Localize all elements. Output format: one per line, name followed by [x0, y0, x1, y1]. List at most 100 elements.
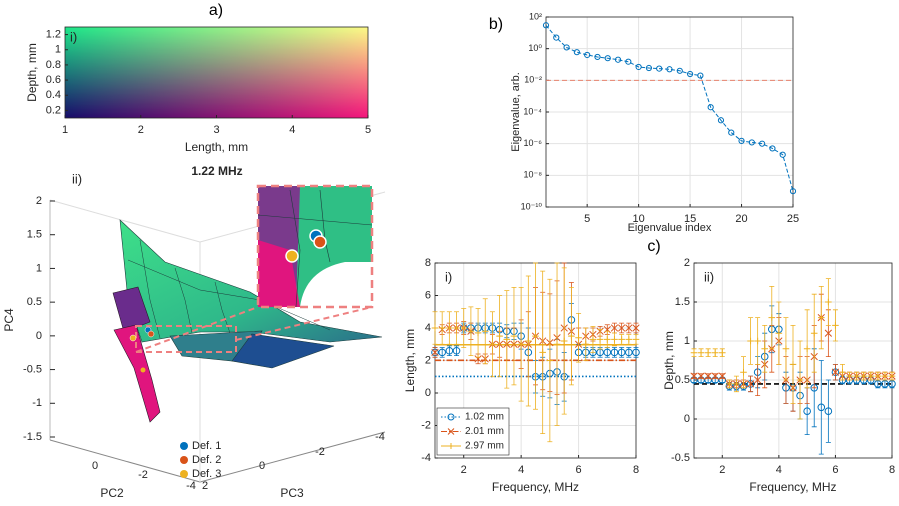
x-tick-label: 6: [576, 464, 582, 476]
eigen-marker: [686, 70, 694, 78]
marker: [596, 336, 604, 343]
axes-frame: [64, 26, 369, 119]
z-axis-label: PC4: [2, 308, 16, 332]
marker: [803, 407, 811, 416]
legend-label: Def. 1: [192, 440, 221, 452]
x-tick-label: 4: [289, 124, 295, 136]
y-axis-label: Depth, mm: [662, 331, 676, 390]
marker: [438, 324, 446, 332]
x-tick-label: 2: [461, 464, 467, 476]
marker: [452, 346, 461, 355]
eigen-marker: [656, 65, 663, 72]
x-tick-label: 6: [832, 464, 838, 476]
marker: [589, 336, 597, 343]
marker: [867, 372, 875, 380]
marker: [824, 407, 833, 416]
marker: [810, 329, 818, 337]
panel-label: ii): [704, 269, 714, 284]
x-tick-label: 20: [735, 213, 747, 225]
eigen-marker: [635, 63, 642, 71]
marker: [539, 349, 546, 356]
marker: [746, 380, 755, 388]
legend-marker: [180, 456, 188, 464]
eigen-marker: [625, 58, 632, 65]
eigen-marker: [594, 53, 601, 61]
eigen-marker: [717, 117, 725, 124]
marker: [618, 336, 625, 343]
x-tick-label: 2: [719, 464, 725, 476]
defect-point: [140, 367, 146, 373]
marker: [817, 314, 825, 321]
marker: [846, 372, 853, 380]
x-tick-label: 5: [365, 124, 371, 136]
marker: [610, 324, 619, 332]
error-bar: [818, 360, 824, 455]
marker: [726, 380, 733, 388]
y-tick-label: 10⁻¹⁰: [521, 201, 543, 211]
axes-frame: [545, 16, 794, 208]
x-tick-label: 15: [684, 213, 696, 225]
panel-title: b): [489, 16, 503, 33]
legend-label: 2.01 mm: [465, 426, 504, 437]
x-tick-label: 8: [889, 464, 895, 476]
y-tick-label: 1: [684, 335, 690, 347]
marker: [474, 355, 482, 363]
marker: [690, 372, 698, 380]
marker: [860, 372, 868, 380]
y-tick-label: -4: [375, 431, 385, 443]
y-tick-label: 10⁻⁴: [523, 106, 542, 116]
marker: [718, 349, 726, 356]
marker: [610, 348, 619, 357]
x-axis-label: Length, mm: [185, 140, 248, 154]
eigen-marker: [789, 188, 797, 195]
y-tick-label: 2: [684, 257, 690, 269]
z-tick-label: -0.5: [23, 363, 42, 375]
y-tick-label: -2: [315, 446, 325, 458]
y-tick-label: -2: [421, 419, 431, 431]
y-tick-label: 10⁻⁸: [523, 170, 542, 180]
marker: [711, 372, 719, 380]
z-tick-label: -1: [32, 397, 42, 409]
y-tick-label: 0.8: [46, 59, 61, 71]
marker: [761, 345, 769, 353]
marker: [582, 340, 590, 348]
marker: [768, 314, 776, 321]
marker: [546, 357, 554, 364]
marker: [796, 376, 804, 384]
x-tick-label: 10: [633, 213, 645, 225]
y-axis-label: Depth, mm: [25, 43, 39, 102]
marker: [825, 298, 832, 306]
y-tick-label: 10⁻²: [524, 75, 542, 85]
y-tick-label: 1: [55, 44, 61, 56]
eigen-marker: [604, 55, 611, 62]
marker: [617, 348, 626, 357]
eigen-marker: [584, 51, 591, 59]
x-tick-label: 25: [787, 213, 799, 225]
y-tick-label: -4: [421, 452, 431, 464]
marker: [632, 348, 640, 357]
marker: [603, 336, 611, 343]
x-tick-label: 8: [633, 464, 639, 476]
legend-label: Def. 2: [192, 454, 221, 466]
marker: [496, 332, 503, 340]
legend-marker: [180, 442, 188, 450]
eigen-marker: [728, 129, 735, 136]
marker: [510, 332, 518, 340]
eigen-marker: [759, 140, 766, 147]
marker: [431, 348, 439, 357]
legend-marker: [180, 470, 188, 478]
defect-point: [147, 330, 155, 338]
y-tick-label: 0: [425, 387, 431, 399]
marker: [603, 325, 611, 334]
z-tick-label: 2: [36, 195, 42, 207]
marker: [467, 327, 475, 335]
marker: [438, 348, 446, 357]
marker: [568, 332, 575, 340]
panel-title: c): [647, 238, 660, 255]
surface-scene: [49, 184, 386, 483]
marker: [753, 376, 762, 384]
marker: [832, 322, 839, 329]
y-axis-label: PC3: [280, 486, 304, 500]
marker: [446, 324, 453, 332]
